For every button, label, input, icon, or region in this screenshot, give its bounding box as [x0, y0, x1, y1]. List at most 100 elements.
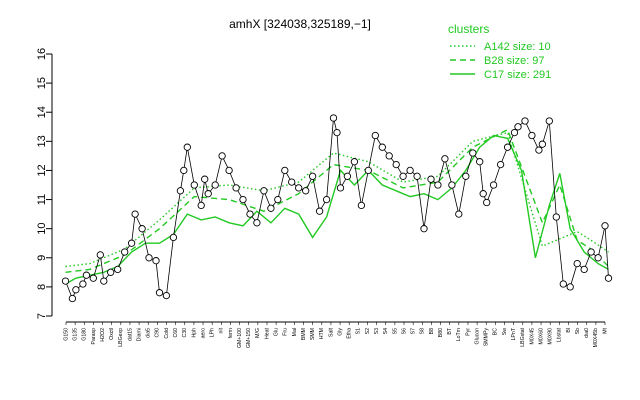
data-point: [232, 184, 240, 192]
data-point: [392, 160, 400, 169]
x-tick-label: S7: [411, 328, 417, 334]
data-point: [253, 219, 261, 227]
data-point: [68, 294, 77, 303]
legend: clusters A142 size: 10 B28 size: 97 C17 si…: [448, 22, 551, 81]
x-tick-label: Salt: [328, 327, 334, 336]
data-point: [514, 123, 522, 131]
y-tick-label: 9: [36, 255, 48, 261]
series-layer: [65, 128, 609, 285]
x-tick-label: Parasp: [91, 328, 97, 345]
data-point: [96, 251, 104, 259]
x-tick-label: GM+150: [246, 328, 252, 348]
data-point: [288, 178, 296, 186]
y-tick-label: 13: [36, 135, 48, 147]
x-tick-label: BT: [447, 327, 453, 334]
data-point: [371, 131, 379, 140]
data-point: [521, 117, 529, 125]
data-point: [138, 225, 146, 233]
y-tick-label: 16: [36, 48, 48, 60]
x-tick-label: Lbstat: [557, 327, 563, 342]
x-tick-label: Gly: [337, 328, 343, 336]
x-tick-label: nit: [219, 327, 225, 333]
data-point: [406, 166, 414, 175]
data-point: [455, 210, 463, 218]
x-tick-label: Bl: [566, 328, 572, 333]
data-point: [462, 172, 470, 180]
x-tick-label: B8: [429, 328, 435, 334]
data-point: [601, 222, 609, 230]
x-tick-label: B80: [438, 328, 444, 337]
data-point: [364, 166, 372, 175]
data-point: [201, 175, 209, 183]
data-point: [155, 289, 164, 297]
data-point: [260, 187, 268, 195]
x-tick-label: Glu: [273, 328, 279, 336]
data-point: [218, 152, 226, 160]
data-point: [329, 114, 338, 122]
y-tick-label: 10: [36, 223, 48, 235]
x-tick-label: SMM: [310, 328, 316, 340]
data-point: [336, 184, 345, 192]
data-point: [308, 172, 317, 180]
x-tick-label: G135: [73, 328, 79, 341]
data-point: [496, 160, 505, 169]
legend-label: A142 size: 10: [484, 41, 551, 53]
data-point: [378, 143, 386, 151]
data-point: [399, 172, 407, 180]
x-tick-label: S6: [401, 328, 407, 334]
data-point: [566, 283, 574, 291]
x-tick-label: Diami: [136, 328, 142, 341]
data-point: [489, 181, 498, 189]
data-point: [274, 195, 282, 204]
data-point: [107, 268, 115, 276]
x-tick-labels: G150 G135 G180 Parasp H2O2 Oxctl LBGexp dat15 Di…: [63, 327, 608, 348]
x-tick-label: dat15: [127, 328, 133, 341]
x-tick-label: S3: [374, 328, 380, 334]
data-point: [176, 187, 185, 195]
data-point: [441, 155, 449, 163]
data-point: [114, 265, 122, 274]
x-tick-label: dia5: [146, 328, 152, 338]
x-tick-label: S1: [356, 328, 362, 334]
x-tick-label: Pyr: [465, 328, 471, 336]
x-tick-label: Sw: [502, 328, 508, 335]
data-point: [476, 158, 484, 166]
x-tick-label: S2: [365, 328, 371, 334]
data-point: [528, 131, 536, 140]
y-tick-label: 14: [36, 106, 48, 118]
x-tick-label: M0X45: [529, 328, 535, 345]
data-point: [239, 195, 247, 204]
data-point: [483, 198, 491, 207]
data-point: [211, 181, 219, 189]
data-point: [580, 265, 588, 274]
data-point: [152, 257, 160, 265]
data-point: [121, 248, 129, 256]
points-layer: [61, 114, 613, 303]
data-point: [448, 181, 456, 189]
axes: 7 8 9 10 11 12 13 14 15 16: [36, 48, 606, 325]
data-point: [535, 146, 543, 154]
data-point: [479, 190, 487, 198]
x-tick-label: BC: [493, 328, 499, 335]
x-tick-label: LPh: [210, 328, 216, 337]
data-point: [295, 184, 303, 192]
x-tick-label: Sb: [575, 328, 581, 334]
data-point: [145, 254, 153, 262]
data-point: [267, 204, 275, 212]
x-tick-label: LBGexp: [118, 328, 124, 347]
data-point: [169, 233, 178, 242]
data-point: [594, 254, 602, 262]
data-point: [538, 140, 547, 148]
x-tick-label: Heat: [264, 327, 270, 339]
data-point: [559, 280, 567, 288]
x-tick-label: Cold: [164, 328, 170, 339]
data-point: [552, 213, 560, 221]
data-point: [100, 277, 108, 285]
x-tick-label: Hph: [191, 328, 197, 338]
x-tick-label: Oxctl: [109, 328, 115, 340]
data-point: [420, 225, 428, 233]
x-tick-label: H2O2: [100, 328, 106, 342]
data-point: [197, 201, 205, 210]
x-tick-label: S8: [420, 328, 426, 334]
data-point: [246, 210, 254, 218]
